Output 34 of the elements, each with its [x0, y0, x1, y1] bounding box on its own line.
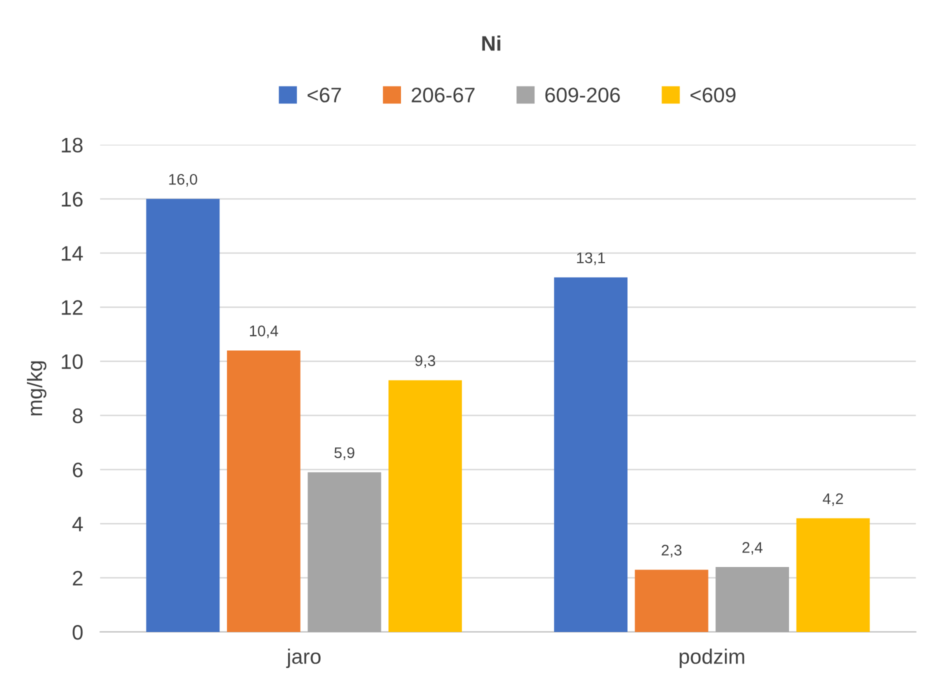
data-label: 2,3 — [662, 544, 682, 558]
bar — [308, 472, 382, 632]
bar — [634, 570, 708, 632]
x-tick-label: podzim — [680, 648, 744, 668]
y-tick-label: 12 — [62, 300, 82, 315]
y-tick-label: 0 — [72, 624, 83, 640]
y-tick-label: 6 — [72, 462, 83, 478]
legend-label: 206-67 — [412, 88, 475, 102]
y-tick-label: 10 — [62, 354, 83, 370]
y-axis-title: mg/kg — [26, 361, 46, 416]
data-label: 2,4 — [742, 542, 762, 555]
legend-label: <609 — [690, 88, 736, 102]
y-tick-label: 16 — [62, 192, 83, 207]
y-tick-label: 18 — [62, 138, 83, 153]
y-tick-label: 8 — [72, 408, 83, 424]
data-label: 5,9 — [334, 447, 354, 460]
data-label: 9,3 — [415, 355, 436, 368]
y-tick-label: 2 — [72, 570, 82, 586]
bar — [716, 567, 790, 632]
x-tick-label: jaro — [286, 648, 321, 668]
bar — [226, 350, 300, 632]
bar — [146, 198, 220, 632]
bar — [388, 380, 462, 632]
bar — [796, 518, 870, 632]
bar — [554, 277, 628, 632]
chart-title: Ni — [482, 36, 500, 51]
y-tick-label: 4 — [72, 516, 83, 532]
data-label: 16,0 — [169, 174, 198, 187]
data-label: 10,4 — [250, 326, 278, 338]
legend-label: <67 — [308, 88, 341, 102]
legend-label: 609-206 — [545, 88, 620, 102]
data-label: 4,2 — [822, 493, 843, 506]
y-tick-label: 14 — [62, 246, 83, 261]
data-label: 13,1 — [577, 252, 605, 266]
